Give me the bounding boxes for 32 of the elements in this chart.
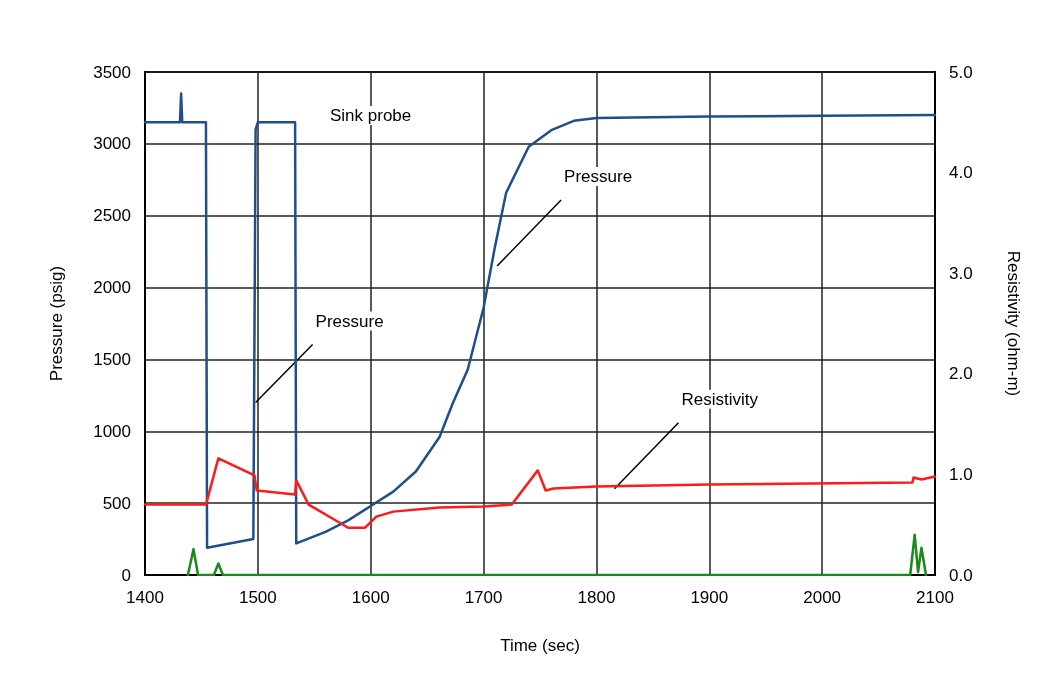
- y-axis-title: Pressure (psig): [47, 265, 66, 382]
- y2-tick-label: 5.0: [949, 62, 973, 82]
- x-tick-label: 1600: [351, 588, 390, 607]
- y2-tick-label: 0.0: [949, 565, 973, 585]
- x-axis-title: Time (sec): [500, 636, 580, 655]
- y2-tick-label: 3.0: [949, 263, 973, 283]
- y-tick-label: 2500: [93, 206, 131, 226]
- y-tick-label: 3000: [93, 134, 131, 154]
- x-tick-label: 1400: [126, 588, 164, 607]
- line-series: [143, 92, 937, 549]
- y2-axis-title: Resistivity (ohm-m): [1004, 250, 1023, 397]
- y2-tick-label: 2.0: [949, 364, 973, 384]
- x-tick-label: 1800: [577, 588, 616, 607]
- y-tick-label: 2000: [93, 278, 131, 298]
- y-tick-label: 500: [102, 493, 131, 513]
- x-tick-label: 1500: [238, 588, 277, 607]
- x-tick-label: 2100: [916, 588, 954, 607]
- annotation: Resistivity: [681, 389, 759, 409]
- y2-tick-label: 4.0: [949, 163, 973, 183]
- x-tick-label: 2000: [803, 588, 842, 607]
- x-tick-label: 1700: [464, 588, 503, 607]
- y2-tick-label: 1.0: [949, 464, 973, 484]
- y-tick-label: 0: [121, 565, 131, 585]
- y-tick-label: 1000: [93, 421, 131, 441]
- annotation: Sink probe: [330, 106, 412, 125]
- y-tick-label: 1500: [93, 349, 131, 369]
- annotation: Pressure: [315, 311, 384, 331]
- line-series: [143, 457, 937, 529]
- annotation: Pressure: [564, 167, 633, 187]
- line-series: [186, 533, 928, 577]
- y-tick-label: 3500: [93, 62, 131, 82]
- x-tick-label: 1900: [690, 588, 729, 607]
